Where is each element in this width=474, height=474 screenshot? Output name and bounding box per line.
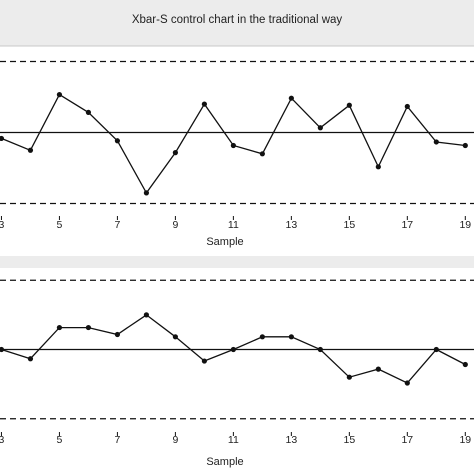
data-point bbox=[259, 151, 265, 157]
x-tick-label: 15 bbox=[343, 434, 355, 446]
s-panel: 3 5 7 9 11 13 15 17 19 Sample bbox=[0, 279, 474, 468]
data-point bbox=[0, 135, 5, 142]
data-point bbox=[375, 164, 381, 170]
data-point bbox=[433, 139, 439, 145]
x-tick-label: 11 bbox=[228, 219, 239, 231]
data-point bbox=[375, 366, 381, 372]
data-point bbox=[317, 125, 323, 131]
data-point bbox=[201, 101, 207, 107]
data-point bbox=[230, 142, 236, 149]
x-tick-label: 13 bbox=[286, 219, 298, 231]
x-tick-label: 5 bbox=[57, 219, 63, 231]
data-point bbox=[56, 324, 63, 331]
data-point bbox=[172, 334, 178, 340]
data-point bbox=[85, 109, 92, 115]
data-point bbox=[114, 138, 121, 144]
title-band bbox=[0, 0, 474, 46]
data-point bbox=[172, 150, 178, 156]
separator-band bbox=[0, 256, 474, 268]
x-axis-label: Sample bbox=[206, 236, 243, 248]
data-point bbox=[462, 142, 468, 149]
x-tick-label: 3 bbox=[0, 434, 5, 446]
x-tick-label: 13 bbox=[286, 434, 298, 446]
data-point bbox=[201, 358, 207, 364]
data-point bbox=[288, 334, 294, 340]
x-tick-label: 17 bbox=[401, 219, 413, 231]
x-tick-label: 15 bbox=[343, 219, 355, 231]
data-point bbox=[27, 356, 34, 362]
data-point bbox=[230, 346, 236, 353]
data-point bbox=[288, 95, 294, 101]
data-point bbox=[346, 102, 352, 108]
data-point bbox=[27, 147, 34, 153]
x-tick-label: 7 bbox=[114, 219, 120, 231]
x-tick-label: 7 bbox=[114, 434, 120, 446]
data-point bbox=[114, 331, 121, 338]
x-tick-label: 3 bbox=[0, 219, 5, 231]
xbar-panel: 3 5 7 9 11 13 15 17 19 Sample bbox=[0, 60, 474, 248]
data-point bbox=[433, 346, 439, 353]
data-point bbox=[259, 334, 265, 340]
x-tick-label: 11 bbox=[228, 434, 239, 446]
x-tick-label: 19 bbox=[459, 219, 471, 231]
chart-title: Xbar-S control chart in the traditional … bbox=[132, 14, 343, 26]
x-tick-label: 9 bbox=[172, 434, 178, 446]
x-tick-label: 17 bbox=[401, 434, 413, 446]
x-axis-label: Sample bbox=[206, 456, 243, 468]
data-point bbox=[0, 346, 5, 353]
data-point bbox=[143, 190, 150, 196]
x-tick-label: 19 bbox=[459, 434, 471, 446]
x-tick-label: 9 bbox=[172, 219, 178, 231]
data-point bbox=[56, 92, 63, 98]
data-point bbox=[317, 346, 323, 353]
data-point bbox=[462, 361, 468, 368]
data-point bbox=[404, 103, 410, 110]
data-point bbox=[346, 374, 352, 380]
data-point bbox=[85, 324, 92, 331]
data-point bbox=[404, 380, 410, 386]
data-point bbox=[143, 312, 150, 318]
x-tick-label: 5 bbox=[57, 434, 63, 446]
